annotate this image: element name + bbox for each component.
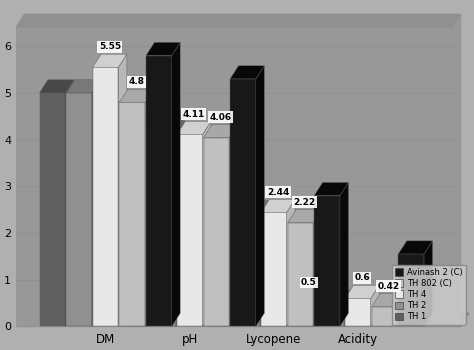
Polygon shape: [176, 110, 184, 326]
Polygon shape: [260, 201, 268, 326]
Text: 4.11: 4.11: [183, 110, 205, 119]
Text: 0.6: 0.6: [354, 273, 370, 282]
Polygon shape: [233, 201, 242, 326]
Polygon shape: [93, 67, 118, 326]
Polygon shape: [39, 93, 65, 326]
Polygon shape: [124, 126, 149, 326]
Polygon shape: [65, 80, 73, 326]
Polygon shape: [314, 196, 340, 326]
Text: 4.06: 4.06: [210, 113, 232, 122]
Polygon shape: [398, 241, 432, 254]
Polygon shape: [287, 199, 295, 326]
Text: 2.22: 2.22: [293, 198, 316, 207]
Polygon shape: [345, 298, 371, 326]
Polygon shape: [319, 290, 353, 303]
Polygon shape: [314, 182, 348, 196]
Polygon shape: [292, 303, 318, 326]
Polygon shape: [145, 89, 154, 326]
Polygon shape: [146, 56, 172, 326]
Polygon shape: [92, 80, 100, 326]
Polygon shape: [119, 89, 154, 102]
Polygon shape: [340, 182, 348, 326]
Polygon shape: [288, 210, 322, 223]
Text: 4.8: 4.8: [128, 77, 145, 86]
Polygon shape: [319, 303, 344, 326]
Polygon shape: [261, 199, 295, 212]
Polygon shape: [150, 123, 176, 326]
Text: 0.42: 0.42: [378, 282, 400, 291]
Polygon shape: [16, 14, 460, 28]
Polygon shape: [398, 254, 424, 326]
Polygon shape: [25, 14, 460, 313]
Polygon shape: [234, 201, 268, 214]
Polygon shape: [397, 294, 406, 326]
Polygon shape: [149, 112, 158, 326]
Polygon shape: [229, 125, 237, 326]
Polygon shape: [256, 66, 264, 326]
Legend: Avinash 2 (C), TH 802 (C), TH 4, TH 2, TH 1: Avinash 2 (C), TH 802 (C), TH 4, TH 2, T…: [392, 265, 465, 324]
Polygon shape: [208, 214, 233, 326]
Polygon shape: [66, 80, 100, 93]
Polygon shape: [203, 138, 229, 326]
Polygon shape: [119, 102, 145, 326]
Polygon shape: [66, 93, 92, 326]
Polygon shape: [372, 307, 397, 326]
Polygon shape: [177, 134, 202, 326]
Polygon shape: [372, 294, 406, 307]
Polygon shape: [371, 285, 379, 326]
Polygon shape: [118, 54, 127, 326]
Polygon shape: [39, 80, 73, 93]
Polygon shape: [292, 290, 326, 303]
Polygon shape: [424, 241, 432, 326]
Text: 5.55: 5.55: [99, 42, 121, 51]
Polygon shape: [288, 223, 313, 326]
Polygon shape: [93, 54, 127, 67]
Polygon shape: [146, 42, 180, 56]
Polygon shape: [203, 125, 237, 138]
Polygon shape: [234, 214, 260, 326]
Polygon shape: [313, 210, 322, 326]
Polygon shape: [177, 121, 211, 134]
Polygon shape: [16, 313, 469, 326]
Polygon shape: [344, 290, 353, 326]
Polygon shape: [16, 28, 460, 326]
Polygon shape: [16, 14, 25, 326]
Polygon shape: [345, 285, 379, 298]
Polygon shape: [230, 79, 256, 326]
Polygon shape: [124, 112, 158, 126]
Text: 2.44: 2.44: [267, 188, 289, 197]
Polygon shape: [172, 42, 180, 326]
Polygon shape: [230, 66, 264, 79]
Polygon shape: [208, 201, 242, 214]
Polygon shape: [150, 110, 184, 123]
Text: 0.5: 0.5: [301, 278, 317, 287]
Polygon shape: [202, 121, 211, 326]
Polygon shape: [318, 290, 326, 326]
Polygon shape: [261, 212, 287, 326]
